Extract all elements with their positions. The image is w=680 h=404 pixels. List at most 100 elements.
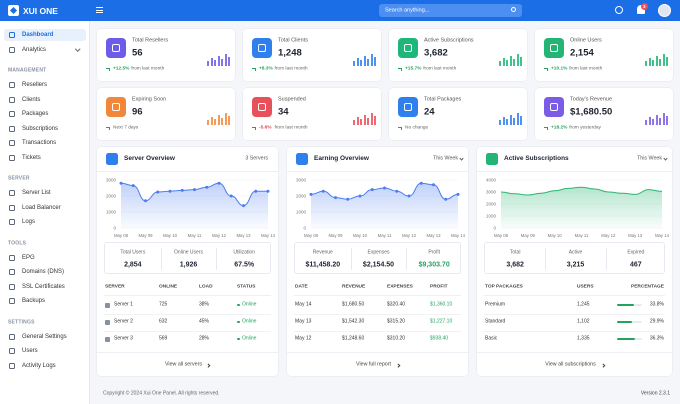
sidebar-item[interactable]: EPG — [4, 252, 86, 264]
status-dot — [237, 320, 240, 324]
sparkline-bar — [224, 113, 227, 125]
sidebar-item[interactable]: Packages — [4, 108, 86, 120]
table-header: PROFIT — [430, 284, 448, 290]
sparkline-bar — [648, 58, 651, 66]
x-tick-label: May 09 — [521, 233, 536, 238]
line-chart: 0 1000 2000 3000 May 08 May 09 May 10 May 11 May… — [296, 178, 466, 238]
search-box[interactable]: Search anything... — [379, 4, 522, 17]
sparkline-bar — [353, 120, 355, 125]
y-tick-label: 2000 — [296, 194, 307, 199]
sidebar-item[interactable]: Server List — [4, 187, 86, 199]
sidebar-label: Load Balancer — [22, 204, 61, 211]
sidebar-item[interactable]: Users — [4, 345, 86, 357]
line-chart: 0 1000 2000 3000 4000 May 08 May 09 May 10 May 1… — [486, 178, 670, 238]
sparkline-bar — [655, 56, 658, 66]
table-divider — [484, 295, 665, 296]
stat-title: Total Packages — [424, 96, 462, 103]
stat-icon-glyph — [550, 44, 558, 52]
summary-divider — [406, 248, 407, 270]
menu-toggle[interactable] — [96, 7, 103, 13]
table-cell: 36.3% — [649, 335, 664, 342]
sparkline-bar — [652, 119, 654, 125]
panel-footer-link[interactable]: View full report — [356, 361, 391, 368]
x-tick-label: May 10 — [353, 233, 368, 238]
stat-icon-glyph — [112, 103, 120, 111]
sidebar — [0, 21, 90, 404]
sparkline-bar — [502, 117, 505, 125]
stat-card: Online Users 2,154 +10.1% from last month — [535, 29, 673, 81]
divider — [477, 171, 672, 172]
sidebar-item[interactable]: Domains (DNS) — [4, 266, 86, 278]
summary-label: Profit — [428, 249, 440, 256]
sidebar-label: General Settings — [22, 333, 67, 340]
stat-value: 2,154 — [570, 47, 594, 59]
panel-badge: 3 Servers — [245, 155, 268, 162]
stat-note: No change — [405, 125, 429, 131]
sidebar-item[interactable]: Analytics — [4, 44, 86, 56]
panel-badge[interactable]: This Week — [433, 155, 458, 162]
summary-label: Expenses — [367, 249, 390, 256]
table-cell: 38% — [199, 301, 210, 308]
sidebar-item[interactable]: Tickets — [4, 152, 86, 164]
summary-value: 467 — [629, 261, 642, 269]
sidebar-item[interactable]: General Settings — [4, 331, 86, 343]
stat-title: Total Clients — [278, 37, 308, 44]
sparkline-bar — [499, 61, 501, 66]
trend-arrow — [398, 68, 402, 71]
sidebar-item[interactable]: Transactions — [4, 137, 86, 149]
sidebar-active-bg — [4, 29, 86, 41]
sidebar-item[interactable]: Logs — [4, 216, 86, 228]
stat-card: Total Packages 24 No change — [389, 88, 527, 140]
sparkline-bar — [367, 59, 369, 66]
summary-value: 1,926 — [179, 261, 198, 269]
sparkline-bar — [499, 120, 501, 125]
summary-label: Active — [568, 249, 583, 256]
sidebar-label: Clients — [22, 96, 41, 103]
table-header: TOP PACKAGES — [485, 284, 523, 290]
theme-toggle[interactable] — [615, 6, 623, 14]
sidebar-item[interactable]: SSL Certificates — [4, 281, 86, 293]
stat-card: Suspended 34 -5.6% from last month — [243, 88, 381, 140]
table-cell: $1,680.50 — [342, 301, 365, 308]
sparkline-bar — [652, 60, 654, 66]
x-tick-label: May 12 — [212, 233, 227, 238]
sidebar-icon — [9, 140, 15, 146]
table-cell: Server 1 — [114, 301, 133, 308]
sparkline-bar — [374, 57, 376, 66]
sparkline-bar — [506, 119, 508, 125]
sparkline-bar — [516, 113, 519, 125]
panel-footer-link[interactable]: View all servers — [165, 361, 202, 368]
sidebar-icon — [9, 204, 15, 211]
panel-footer-link[interactable]: View all subscriptions — [545, 361, 596, 368]
sparkline-bar — [662, 54, 665, 66]
point — [205, 185, 209, 189]
sidebar-item[interactable]: Backups — [4, 295, 86, 307]
sparkline-bar — [645, 120, 647, 125]
summary-divider — [160, 248, 162, 270]
sparkline-bar — [666, 116, 668, 125]
sidebar-label: EPG — [22, 254, 35, 261]
sidebar-item[interactable]: Dashboard — [4, 29, 86, 41]
summary-value: 3,215 — [566, 261, 585, 269]
sparkline-bar — [207, 61, 209, 66]
table-header: SERVER — [105, 284, 125, 290]
sidebar-item[interactable]: Activity Logs — [4, 360, 86, 372]
summary-label: Total — [509, 249, 521, 256]
sidebar-item[interactable]: Resellers — [4, 79, 86, 91]
sparkline-bar — [513, 118, 515, 125]
notifications[interactable] — [637, 5, 645, 14]
table-cell: Premium — [485, 301, 506, 308]
sidebar-item[interactable]: Clients — [4, 94, 86, 106]
point — [242, 204, 245, 208]
user-avatar[interactable] — [658, 4, 671, 17]
stat-icon — [106, 97, 126, 117]
panel-badge[interactable]: This Week — [637, 155, 662, 162]
point — [193, 188, 196, 192]
sidebar-item[interactable]: Load Balancer — [4, 202, 86, 214]
y-tick-label: 1000 — [486, 214, 497, 219]
stat-icon-glyph — [404, 44, 412, 52]
stat-card: Active Subscriptions 3,682 +15.7% from last… — [389, 29, 527, 81]
table-cell: 45% — [199, 318, 210, 325]
panel: Active Subscriptions This Week 0 1000 2000 30… — [477, 147, 672, 376]
sidebar-item[interactable]: Subscriptions — [4, 123, 86, 135]
